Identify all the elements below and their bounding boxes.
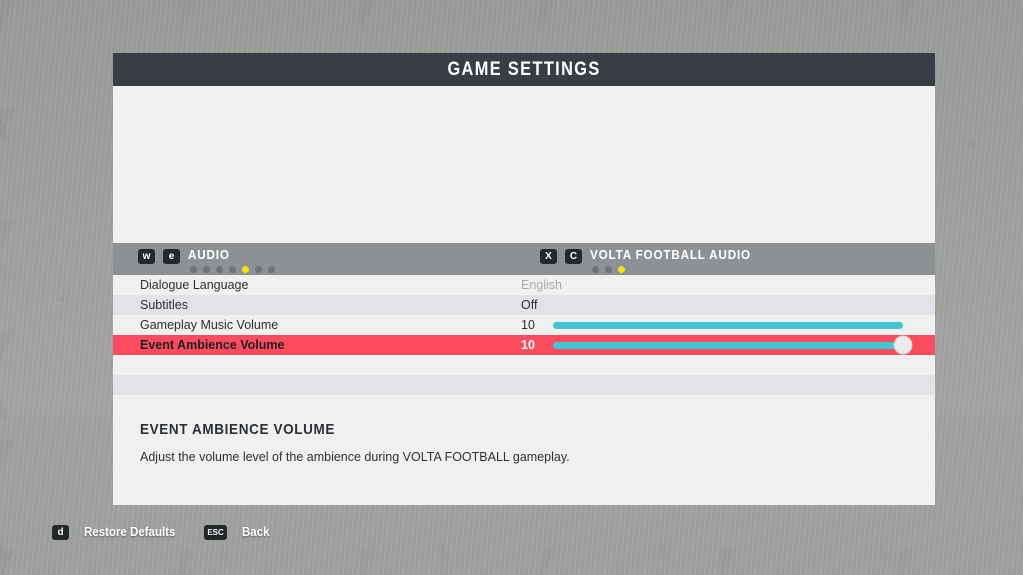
hint-key-icon[interactable]: d bbox=[52, 525, 69, 540]
tab-prev-key-icon[interactable]: w bbox=[138, 249, 155, 264]
setting-row[interactable]: Subtitles Off bbox=[113, 295, 935, 315]
page-dot[interactable] bbox=[605, 266, 612, 273]
setting-label: Subtitles bbox=[140, 298, 188, 312]
description-text: Adjust the volume level of the ambience … bbox=[140, 450, 570, 464]
tab-label: AUDIO bbox=[188, 247, 230, 262]
tab-bar: w e AUDIO X C VOLTA FOOTBALL AUDIO bbox=[113, 243, 935, 275]
volume-slider-fill bbox=[553, 341, 903, 349]
tab-next-key-icon[interactable]: C bbox=[565, 249, 582, 264]
setting-row[interactable]: Dialogue Language English bbox=[113, 275, 935, 295]
setting-value[interactable]: English bbox=[521, 278, 562, 292]
setting-value[interactable]: 10 bbox=[521, 318, 535, 332]
hint-key-icon[interactable]: ESC bbox=[204, 525, 227, 540]
panel-title: GAME SETTINGS bbox=[113, 53, 935, 86]
panel-empty-area bbox=[113, 86, 935, 243]
tab-prev-key-icon[interactable]: X bbox=[540, 249, 557, 264]
panel-title-text: GAME SETTINGS bbox=[447, 58, 601, 80]
hint-restore-defaults[interactable]: d Restore Defaults bbox=[52, 524, 183, 540]
description-title: EVENT AMBIENCE VOLUME bbox=[140, 421, 336, 438]
setting-label: Event Ambience Volume bbox=[140, 338, 285, 352]
settings-panel: GAME SETTINGS w e AUDIO X C VOLTA FOOTBALL AU… bbox=[113, 53, 935, 505]
setting-value[interactable]: Off bbox=[521, 298, 538, 312]
page-dot-active[interactable] bbox=[618, 266, 625, 273]
page-dot[interactable] bbox=[268, 266, 275, 273]
hint-back[interactable]: ESC Back bbox=[204, 524, 271, 540]
tab-body: VOLTA FOOTBALL AUDIO bbox=[590, 248, 769, 273]
tab-volta-football-audio[interactable]: X C VOLTA FOOTBALL AUDIO bbox=[540, 248, 769, 273]
page-dot[interactable] bbox=[592, 266, 599, 273]
setting-row-empty bbox=[113, 355, 935, 375]
setting-label: Gameplay Music Volume bbox=[140, 318, 279, 332]
tab-audio[interactable]: w e AUDIO bbox=[138, 248, 275, 273]
tab-label: VOLTA FOOTBALL AUDIO bbox=[590, 247, 751, 262]
tab-page-dots bbox=[592, 266, 769, 273]
volume-slider[interactable] bbox=[553, 335, 913, 355]
description-panel: EVENT AMBIENCE VOLUME Adjust the volume … bbox=[113, 395, 935, 464]
hint-label: Back bbox=[241, 525, 270, 539]
setting-value[interactable]: 10 bbox=[521, 338, 535, 352]
page-dot[interactable] bbox=[203, 266, 210, 273]
page-dot-active[interactable] bbox=[242, 266, 249, 273]
page-dot[interactable] bbox=[255, 266, 262, 273]
hint-label: Restore Defaults bbox=[84, 525, 176, 539]
page-dot[interactable] bbox=[190, 266, 197, 273]
volume-slider[interactable] bbox=[553, 321, 903, 329]
setting-label: Dialogue Language bbox=[140, 278, 249, 292]
footer-hints: d Restore Defaults ESC Back bbox=[52, 524, 286, 540]
page-dot[interactable] bbox=[216, 266, 223, 273]
tab-page-dots bbox=[190, 266, 275, 273]
volume-slider-fill bbox=[553, 321, 903, 329]
setting-row[interactable]: Event Ambience Volume 10 bbox=[113, 335, 935, 355]
page-dot[interactable] bbox=[229, 266, 236, 273]
tab-next-key-icon[interactable]: e bbox=[163, 249, 180, 264]
settings-list: Dialogue Language English Subtitles Off Game… bbox=[113, 275, 935, 395]
setting-row[interactable]: Gameplay Music Volume 10 bbox=[113, 315, 935, 335]
tab-body: AUDIO bbox=[188, 248, 275, 273]
setting-row-empty bbox=[113, 375, 935, 395]
volume-slider-thumb[interactable] bbox=[893, 335, 913, 355]
